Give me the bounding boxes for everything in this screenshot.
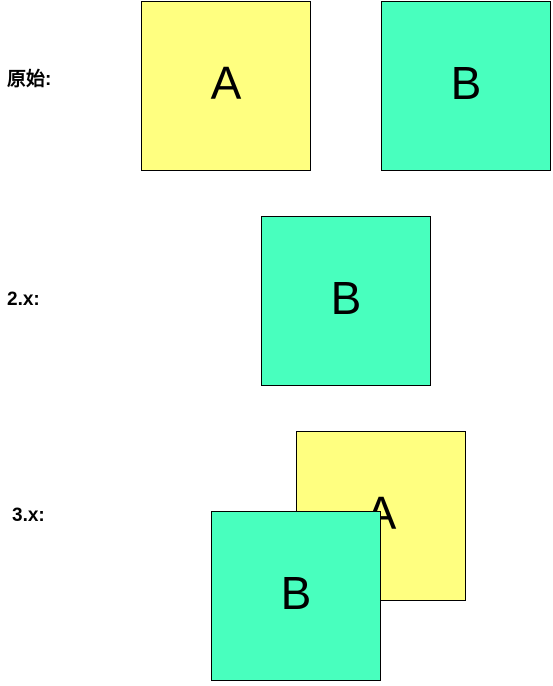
box-a-original: A [141, 1, 311, 171]
box-b-original: B [381, 1, 551, 171]
box-b-letter: B [450, 57, 482, 109]
label-3x: 3.x: [12, 505, 45, 526]
label-2x: 2.x: [7, 289, 40, 310]
box-b-2x: B [261, 216, 431, 386]
box-b-3x: B [211, 511, 381, 681]
box-b-letter: B [330, 272, 362, 324]
box-a-letter: A [210, 57, 242, 109]
box-b-letter: B [280, 567, 312, 619]
label-original: 原始: [7, 69, 52, 90]
